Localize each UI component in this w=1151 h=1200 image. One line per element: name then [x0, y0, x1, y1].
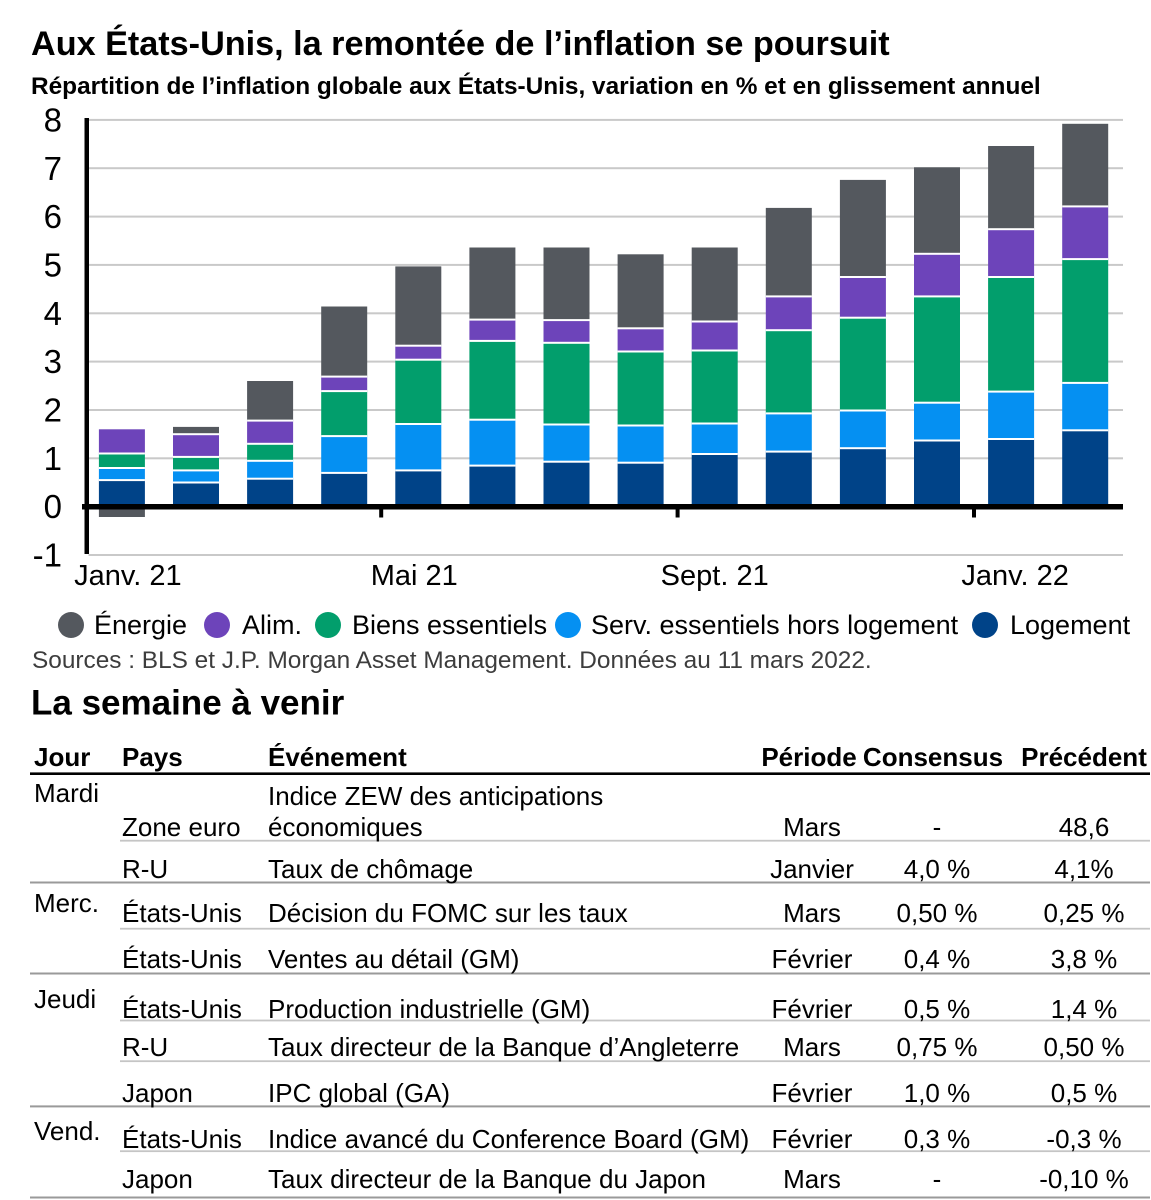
svg-text:0,5 %: 0,5 %	[904, 994, 971, 1024]
svg-text:Mars: Mars	[783, 898, 841, 928]
svg-text:La semaine à venir: La semaine à venir	[31, 684, 345, 723]
svg-text:0,5 %: 0,5 %	[1051, 1078, 1118, 1108]
svg-text:Biens essentiels: Biens essentiels	[352, 610, 547, 640]
svg-text:R-U: R-U	[122, 854, 168, 884]
svg-text:Mai 21: Mai 21	[371, 560, 458, 592]
svg-text:Japon: Japon	[122, 1164, 193, 1194]
svg-text:Merc.: Merc.	[34, 888, 99, 918]
svg-text:Février: Février	[772, 944, 853, 974]
svg-text:4,0 %: 4,0 %	[904, 854, 971, 884]
svg-text:Janv. 21: Janv. 21	[74, 560, 181, 592]
svg-text:1,0 %: 1,0 %	[904, 1078, 971, 1108]
svg-text:Serv. essentiels hors logement: Serv. essentiels hors logement	[591, 610, 959, 640]
svg-text:Période: Période	[761, 742, 856, 772]
svg-text:Février: Février	[772, 1124, 853, 1154]
svg-text:8: 8	[44, 101, 62, 138]
svg-text:Répartition de l’inflation glo: Répartition de l’inflation globale aux É…	[31, 72, 1041, 100]
svg-text:Précédent: Précédent	[1021, 742, 1147, 772]
svg-text:Logement: Logement	[1010, 610, 1131, 640]
svg-text:Janv. 22: Janv. 22	[961, 560, 1068, 592]
svg-text:-0,3 %: -0,3 %	[1046, 1124, 1121, 1154]
svg-text:Sources : BLS et J.P. Morgan A: Sources : BLS et J.P. Morgan Asset Manag…	[32, 647, 872, 674]
svg-text:0,50 %: 0,50 %	[1044, 1032, 1125, 1062]
svg-text:Japon: Japon	[122, 1078, 193, 1108]
svg-text:Ventes au détail (GM): Ventes au détail (GM)	[268, 944, 519, 974]
svg-text:économiques: économiques	[268, 812, 423, 842]
svg-text:Événement: Événement	[268, 742, 407, 772]
svg-text:-0,10 %: -0,10 %	[1039, 1164, 1129, 1194]
svg-text:Jour: Jour	[34, 742, 90, 772]
svg-text:Janvier: Janvier	[770, 854, 854, 884]
svg-text:48,6: 48,6	[1059, 812, 1110, 842]
svg-text:Indice avancé du Conference Bo: Indice avancé du Conference Board (GM)	[268, 1124, 749, 1154]
svg-text:Alim.: Alim.	[242, 610, 302, 640]
svg-text:Zone euro: Zone euro	[122, 812, 241, 842]
svg-text:IPC global (GA): IPC global (GA)	[268, 1078, 450, 1108]
svg-text:1: 1	[44, 440, 62, 477]
svg-text:Mardi: Mardi	[34, 778, 99, 808]
svg-text:Février: Février	[772, 994, 853, 1024]
svg-text:7: 7	[44, 150, 62, 187]
svg-text:4: 4	[44, 295, 62, 332]
svg-text:États-Unis: États-Unis	[122, 994, 242, 1024]
svg-text:Indice ZEW des anticipations: Indice ZEW des anticipations	[268, 781, 603, 811]
svg-text:-1: -1	[33, 537, 62, 574]
svg-text:Taux de chômage: Taux de chômage	[268, 854, 473, 884]
svg-text:3,8 %: 3,8 %	[1051, 944, 1118, 974]
svg-text:Taux directeur de la Banque du: Taux directeur de la Banque du Japon	[268, 1164, 706, 1194]
svg-text:Mars: Mars	[783, 812, 841, 842]
svg-text:0: 0	[44, 488, 62, 525]
svg-text:R-U: R-U	[122, 1032, 168, 1062]
svg-text:2: 2	[44, 392, 62, 429]
svg-text:4,1%: 4,1%	[1054, 854, 1113, 884]
svg-text:3: 3	[44, 343, 62, 380]
svg-text:Mars: Mars	[783, 1032, 841, 1062]
svg-text:5: 5	[44, 246, 62, 283]
svg-text:Décision du FOMC sur les taux: Décision du FOMC sur les taux	[268, 898, 628, 928]
svg-text:6: 6	[44, 198, 62, 235]
svg-text:0,50 %: 0,50 %	[897, 898, 978, 928]
svg-text:Mars: Mars	[783, 1164, 841, 1194]
svg-text:Consensus: Consensus	[863, 742, 1003, 772]
svg-text:Production industrielle (GM): Production industrielle (GM)	[268, 994, 590, 1024]
svg-text:Taux directeur de la Banque d’: Taux directeur de la Banque d’Angleterre	[268, 1032, 739, 1062]
svg-text:Jeudi: Jeudi	[34, 984, 96, 1014]
svg-text:0,3 %: 0,3 %	[904, 1124, 971, 1154]
svg-text:États-Unis: États-Unis	[122, 944, 242, 974]
svg-text:Énergie: Énergie	[94, 610, 187, 640]
svg-text:Sept. 21: Sept. 21	[661, 560, 769, 592]
svg-text:États-Unis: États-Unis	[122, 1124, 242, 1154]
svg-text:0,25 %: 0,25 %	[1044, 898, 1125, 928]
svg-text:Pays: Pays	[122, 742, 183, 772]
svg-text:États-Unis: États-Unis	[122, 898, 242, 928]
svg-text:Vend.: Vend.	[34, 1116, 101, 1146]
svg-text:Aux États-Unis, la remontée de: Aux États-Unis, la remontée de l’inflati…	[31, 23, 890, 63]
svg-text:-: -	[933, 1164, 942, 1194]
svg-text:0,75 %: 0,75 %	[897, 1032, 978, 1062]
svg-text:0,4 %: 0,4 %	[904, 944, 971, 974]
svg-text:1,4 %: 1,4 %	[1051, 994, 1118, 1024]
svg-text:-: -	[933, 812, 942, 842]
svg-text:Février: Février	[772, 1078, 853, 1108]
